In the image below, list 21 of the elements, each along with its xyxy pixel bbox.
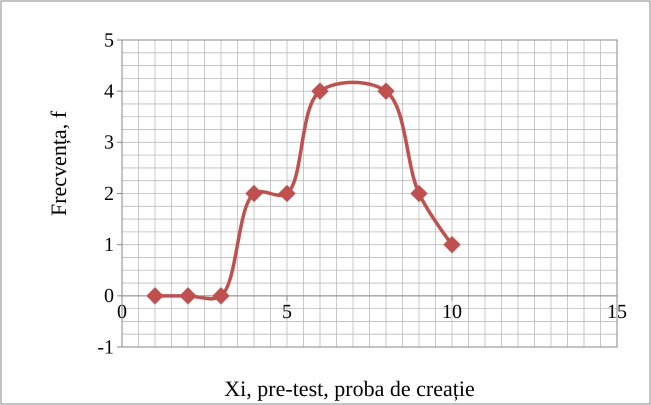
x-tick-label: 5	[282, 301, 292, 324]
y-tick-label: 3	[104, 132, 114, 154]
y-tick-label: 1	[104, 234, 114, 256]
point	[179, 287, 197, 304]
point	[410, 184, 428, 202]
point	[245, 184, 263, 202]
y-tick-label: 0	[104, 285, 114, 308]
point	[278, 184, 296, 202]
point	[146, 287, 164, 304]
point	[311, 82, 329, 100]
y-tick-label: -1	[97, 336, 114, 358]
y-tick-label: 2	[104, 182, 114, 205]
y-tick-label: 5	[104, 29, 114, 52]
point	[377, 82, 395, 100]
x-tick-label: 15	[607, 301, 627, 324]
point	[212, 287, 230, 304]
y-axis-title: Frecvența, f	[46, 110, 71, 216]
x-axis-title: Xi, pre-test, proba de creație	[224, 376, 475, 401]
x-tick-label: 10	[442, 301, 462, 324]
point	[443, 236, 461, 254]
y-tick-label: 4	[104, 80, 114, 103]
